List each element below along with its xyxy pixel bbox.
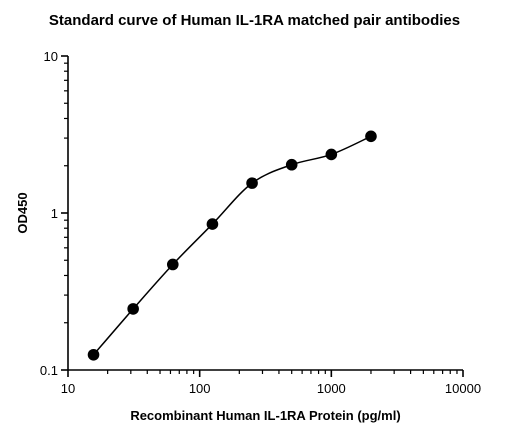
tick-group: 0.1 1 10 10 100 1000 10000 xyxy=(40,49,481,396)
data-point xyxy=(285,158,298,171)
data-point xyxy=(166,258,179,271)
x-tick-label: 10000 xyxy=(445,381,481,396)
y-tick-label: 10 xyxy=(44,49,58,64)
data-point xyxy=(127,303,139,315)
fit-curve xyxy=(92,135,372,356)
data-points-group xyxy=(87,130,377,361)
x-tick-label: 100 xyxy=(189,381,211,396)
y-tick-label: 1 xyxy=(51,206,58,221)
y-tick-label: 0.1 xyxy=(40,363,58,378)
x-axis-label: Recombinant Human IL-1RA Protein (pg/ml) xyxy=(130,408,400,423)
data-point xyxy=(246,177,258,189)
chart-title: Standard curve of Human IL-1RA matched p… xyxy=(48,12,461,29)
axes-group xyxy=(67,56,463,371)
x-tick-label: 1000 xyxy=(317,381,346,396)
data-point xyxy=(206,218,219,230)
data-point xyxy=(365,130,377,143)
fit-curve-group xyxy=(92,135,372,356)
y-axis-label: OD450 xyxy=(15,192,30,233)
data-point xyxy=(87,348,100,361)
x-tick-label: 10 xyxy=(61,381,75,396)
data-point xyxy=(325,148,338,161)
